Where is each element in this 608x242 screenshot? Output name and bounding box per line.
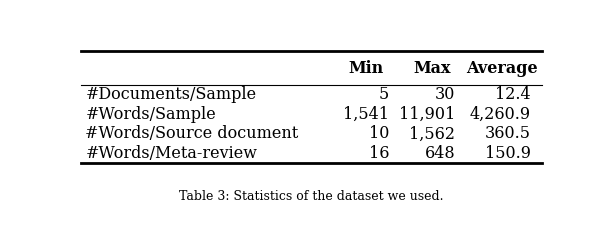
Text: Table 3: Statistics of the dataset we used.: Table 3: Statistics of the dataset we us…	[179, 190, 444, 203]
Text: #Words/Source document: #Words/Source document	[85, 125, 299, 142]
Text: 1,562: 1,562	[409, 125, 455, 142]
Text: #Words/Sample: #Words/Sample	[85, 106, 216, 123]
Text: Max: Max	[413, 60, 451, 77]
Text: 30: 30	[435, 86, 455, 103]
Text: 1,541: 1,541	[344, 106, 389, 123]
Text: 12.4: 12.4	[495, 86, 531, 103]
Text: 150.9: 150.9	[485, 145, 531, 162]
Text: #Words/Meta-review: #Words/Meta-review	[85, 145, 257, 162]
Text: 4,260.9: 4,260.9	[469, 106, 531, 123]
Text: Average: Average	[466, 60, 538, 77]
Text: 16: 16	[369, 145, 389, 162]
Text: #Documents/Sample: #Documents/Sample	[85, 86, 257, 103]
Text: 648: 648	[425, 145, 455, 162]
Text: 10: 10	[369, 125, 389, 142]
Text: 360.5: 360.5	[485, 125, 531, 142]
Text: 11,901: 11,901	[399, 106, 455, 123]
Text: Min: Min	[348, 60, 384, 77]
Text: 5: 5	[379, 86, 389, 103]
